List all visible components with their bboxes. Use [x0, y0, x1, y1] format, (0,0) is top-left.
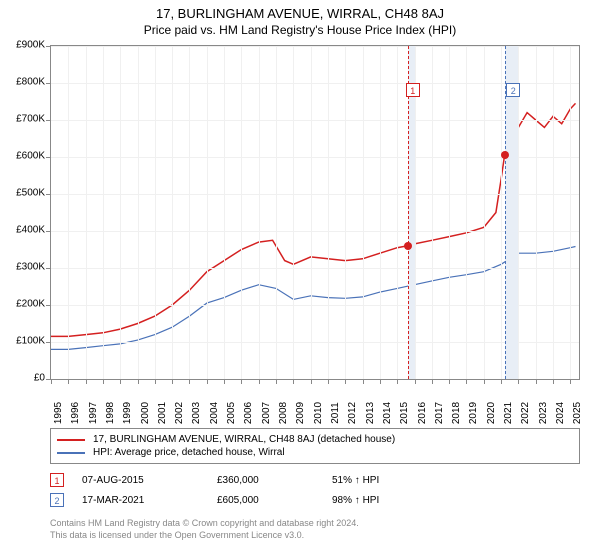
footer-line2: This data is licensed under the Open Gov…: [50, 530, 580, 542]
sale-dot: [404, 242, 412, 250]
x-tick-label: 1999: [122, 402, 133, 424]
x-tick-label: 2003: [191, 402, 202, 424]
legend-swatch-hpi: [57, 452, 85, 454]
x-tick-label: 2022: [520, 402, 531, 424]
x-tick-label: 2000: [140, 402, 151, 424]
y-tick-label: £700K: [16, 114, 45, 125]
legend: 17, BURLINGHAM AVENUE, WIRRAL, CH48 8AJ …: [50, 428, 580, 464]
sale-dot: [501, 151, 509, 159]
x-tick-label: 2002: [174, 402, 185, 424]
x-tick-label: 2025: [572, 402, 583, 424]
y-tick-label: £300K: [16, 262, 45, 273]
y-tick-label: £0: [34, 373, 45, 384]
x-tick-label: 2005: [226, 402, 237, 424]
sales-table: 1 07-AUG-2015£360,00051% ↑ HPI 2 17-MAR-202…: [50, 470, 580, 510]
y-tick-label: £600K: [16, 151, 45, 162]
x-tick-label: 2004: [209, 402, 220, 424]
chart-container: 17, BURLINGHAM AVENUE, WIRRAL, CH48 8AJ …: [0, 0, 600, 560]
legend-row-hpi: HPI: Average price, detached house, Wirr…: [57, 446, 573, 459]
sales-price: £360,000: [217, 475, 332, 486]
x-tick-label: 2017: [434, 402, 445, 424]
sale-marker-2: 2: [506, 83, 520, 97]
y-tick-label: £100K: [16, 336, 45, 347]
x-tick-label: 2023: [538, 402, 549, 424]
line-layer: [51, 46, 579, 379]
x-tick-label: 2014: [382, 402, 393, 424]
x-tick-label: 2001: [157, 402, 168, 424]
x-tick-label: 1997: [88, 402, 99, 424]
x-tick-label: 2024: [555, 402, 566, 424]
x-tick-label: 1998: [105, 402, 116, 424]
sales-date: 17-MAR-2021: [82, 495, 217, 506]
y-tick-label: £200K: [16, 299, 45, 310]
chart-subtitle: Price paid vs. HM Land Registry's House …: [0, 21, 600, 37]
y-tick-label: £800K: [16, 77, 45, 88]
x-tick-label: 2008: [278, 402, 289, 424]
y-tick-label: £500K: [16, 188, 45, 199]
sales-row: 2 17-MAR-2021£605,00098% ↑ HPI: [50, 490, 580, 510]
sale-marker-1: 1: [406, 83, 420, 97]
sales-price: £605,000: [217, 495, 332, 506]
footer-attribution: Contains HM Land Registry data © Crown c…: [50, 518, 580, 541]
x-tick-label: 1995: [53, 402, 64, 424]
legend-label-hpi: HPI: Average price, detached house, Wirr…: [93, 447, 285, 458]
x-tick-label: 2011: [330, 402, 341, 424]
x-axis-labels: 1995 1996 1997 1998 1999 2000 2001 2002 2003 2004…: [50, 383, 580, 428]
sales-row: 1 07-AUG-2015£360,00051% ↑ HPI: [50, 470, 580, 490]
x-tick-label: 2020: [486, 402, 497, 424]
legend-label-property: 17, BURLINGHAM AVENUE, WIRRAL, CH48 8AJ …: [93, 434, 395, 445]
x-tick-label: 2012: [347, 402, 358, 424]
plot-area: 12: [50, 45, 580, 380]
y-tick-label: £900K: [16, 40, 45, 51]
y-axis-labels: £0£100K£200K£300K£400K£500K£600K£700K£80…: [0, 45, 48, 380]
x-tick-label: 2019: [468, 402, 479, 424]
sales-vs-hpi: 51% ↑ HPI: [332, 475, 442, 486]
x-tick-label: 2015: [399, 402, 410, 424]
chart-title: 17, BURLINGHAM AVENUE, WIRRAL, CH48 8AJ: [0, 0, 600, 21]
x-tick-label: 2009: [295, 402, 306, 424]
sales-date: 07-AUG-2015: [82, 475, 217, 486]
sales-marker-icon: 1: [50, 473, 64, 487]
footer-line1: Contains HM Land Registry data © Crown c…: [50, 518, 580, 530]
x-tick-label: 2016: [417, 402, 428, 424]
legend-row-property: 17, BURLINGHAM AVENUE, WIRRAL, CH48 8AJ …: [57, 433, 573, 446]
sales-marker-icon: 2: [50, 493, 64, 507]
x-tick-label: 2006: [243, 402, 254, 424]
x-tick-label: 2013: [365, 402, 376, 424]
x-tick-label: 2007: [261, 402, 272, 424]
x-tick-label: 1996: [70, 402, 81, 424]
legend-swatch-property: [57, 439, 85, 441]
y-tick-label: £400K: [16, 225, 45, 236]
x-tick-label: 2010: [313, 402, 324, 424]
sales-vs-hpi: 98% ↑ HPI: [332, 495, 442, 506]
x-tick-label: 2021: [503, 402, 514, 424]
x-tick-label: 2018: [451, 402, 462, 424]
